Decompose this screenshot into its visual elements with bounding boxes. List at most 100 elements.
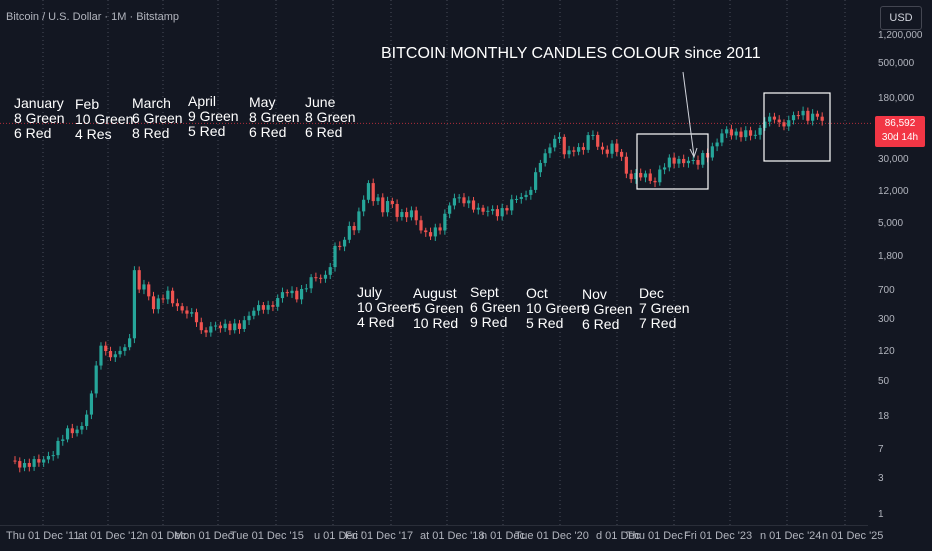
annotation-bottom-2: Sept 6 Green 9 Red: [470, 285, 521, 330]
candle-body: [190, 312, 194, 314]
candle-body: [715, 142, 719, 147]
candle-body: [338, 245, 342, 247]
candle-body: [782, 122, 786, 127]
candle-body: [820, 116, 824, 121]
candle-body: [634, 172, 638, 180]
y-tick-label: 12,000: [878, 186, 909, 197]
candle-body: [194, 312, 199, 323]
candle-body: [462, 197, 466, 204]
y-tick-label: 180,000: [878, 93, 915, 104]
candle-body: [347, 225, 351, 240]
candle-body: [753, 134, 757, 136]
candle-body: [104, 345, 108, 352]
candle-body: [342, 239, 347, 247]
annotation-arrow: [682, 71, 695, 157]
candle-body: [218, 325, 222, 329]
candle-body: [166, 290, 170, 300]
annotation-month: May: [249, 94, 276, 110]
candle-body: [156, 298, 160, 310]
candle-body: [147, 284, 151, 297]
candle-body: [381, 197, 385, 213]
candle-body: [672, 157, 676, 164]
currency-button[interactable]: USD: [880, 6, 922, 30]
candle-body: [667, 157, 671, 168]
candle-body: [448, 205, 452, 214]
candle-body: [538, 162, 542, 173]
candle-body: [811, 113, 815, 121]
candle-body: [214, 325, 218, 327]
x-tick-label: at 01 Dec '18: [420, 530, 485, 542]
x-tick-label: d 01 Dec: [596, 530, 641, 542]
candle-body: [132, 270, 137, 339]
candle-body: [471, 200, 476, 210]
y-tick-label: 7: [878, 444, 884, 455]
candle-body: [51, 455, 55, 457]
candle-body: [543, 153, 547, 163]
candle-body: [758, 127, 762, 135]
annotation-month: Sept: [470, 284, 499, 300]
candle-body: [428, 232, 433, 237]
candle-body: [615, 143, 619, 152]
x-tick-label: Tue 01 Dec '15: [230, 530, 304, 542]
annotation-month: Feb: [75, 96, 100, 112]
highlight-box-2022-23: [636, 133, 709, 190]
candle-body: [32, 459, 36, 467]
annotation-red-count: 4 Red: [357, 314, 395, 330]
candle-body: [662, 167, 667, 170]
candle-body: [233, 323, 237, 331]
annotation-top-0: January 8 Green 6 Red: [14, 96, 65, 141]
candle-body: [505, 208, 509, 211]
candle-body: [653, 180, 657, 183]
candle-body: [314, 277, 318, 279]
candle-body: [577, 147, 581, 152]
annotation-red-count: 9 Red: [470, 314, 508, 330]
candle-body: [304, 288, 308, 290]
annotation-month: Dec: [639, 285, 664, 301]
last-price: 86,592: [884, 118, 916, 129]
x-tick-label: n 01 Dec: [481, 530, 526, 542]
candle-body: [443, 213, 447, 231]
candle-body: [548, 147, 552, 154]
x-tick-label: Fri 01 Dec '23: [684, 530, 753, 542]
annotation-green-count: 10 Green: [357, 299, 416, 315]
candle-body: [744, 130, 748, 138]
candle-body: [390, 201, 394, 204]
annotation-month: Oct: [526, 285, 548, 301]
candle-body: [409, 210, 414, 218]
candle-body: [56, 440, 60, 456]
candle-body: [209, 326, 213, 333]
annotation-month: August: [413, 285, 457, 301]
annotation-red-count: 5 Red: [526, 315, 564, 331]
annotation-arrowhead: [689, 147, 698, 159]
y-tick-label: 3: [878, 473, 884, 484]
candle-body: [596, 134, 600, 147]
candle-body: [395, 203, 399, 217]
x-tick-label: at 01 Dec '12: [78, 530, 143, 542]
candle-body: [123, 347, 127, 351]
candle-body: [65, 428, 70, 440]
annotation-bottom-0: July 10 Green 4 Red: [357, 285, 415, 330]
y-tick-label: 30,000: [878, 154, 909, 165]
candle-body: [376, 197, 380, 202]
candle-body: [46, 456, 51, 460]
candle-body: [276, 298, 280, 307]
candle-body: [228, 323, 232, 331]
candle-body: [491, 209, 495, 211]
y-tick-label: 120: [878, 346, 895, 357]
time-axis[interactable]: Thu 01 Dec '11 at 01 Dec '12 n 01 Dec Mon 0…: [0, 525, 883, 551]
y-tick-label: 1: [878, 509, 884, 520]
candle-body: [677, 158, 681, 164]
candle-body: [510, 199, 514, 211]
annotation-green-count: 7 Green: [639, 300, 690, 316]
candle-body: [486, 210, 490, 212]
annotation-red-count: 6 Red: [14, 125, 52, 141]
annotation-green-count: 8 Green: [14, 110, 65, 126]
candle-body: [791, 115, 796, 121]
candle-body: [295, 290, 299, 300]
candle-body: [701, 153, 705, 165]
annotation-month: January: [14, 95, 64, 111]
candle-body: [567, 150, 571, 155]
candle-body: [600, 146, 605, 150]
candle-body: [285, 292, 289, 294]
